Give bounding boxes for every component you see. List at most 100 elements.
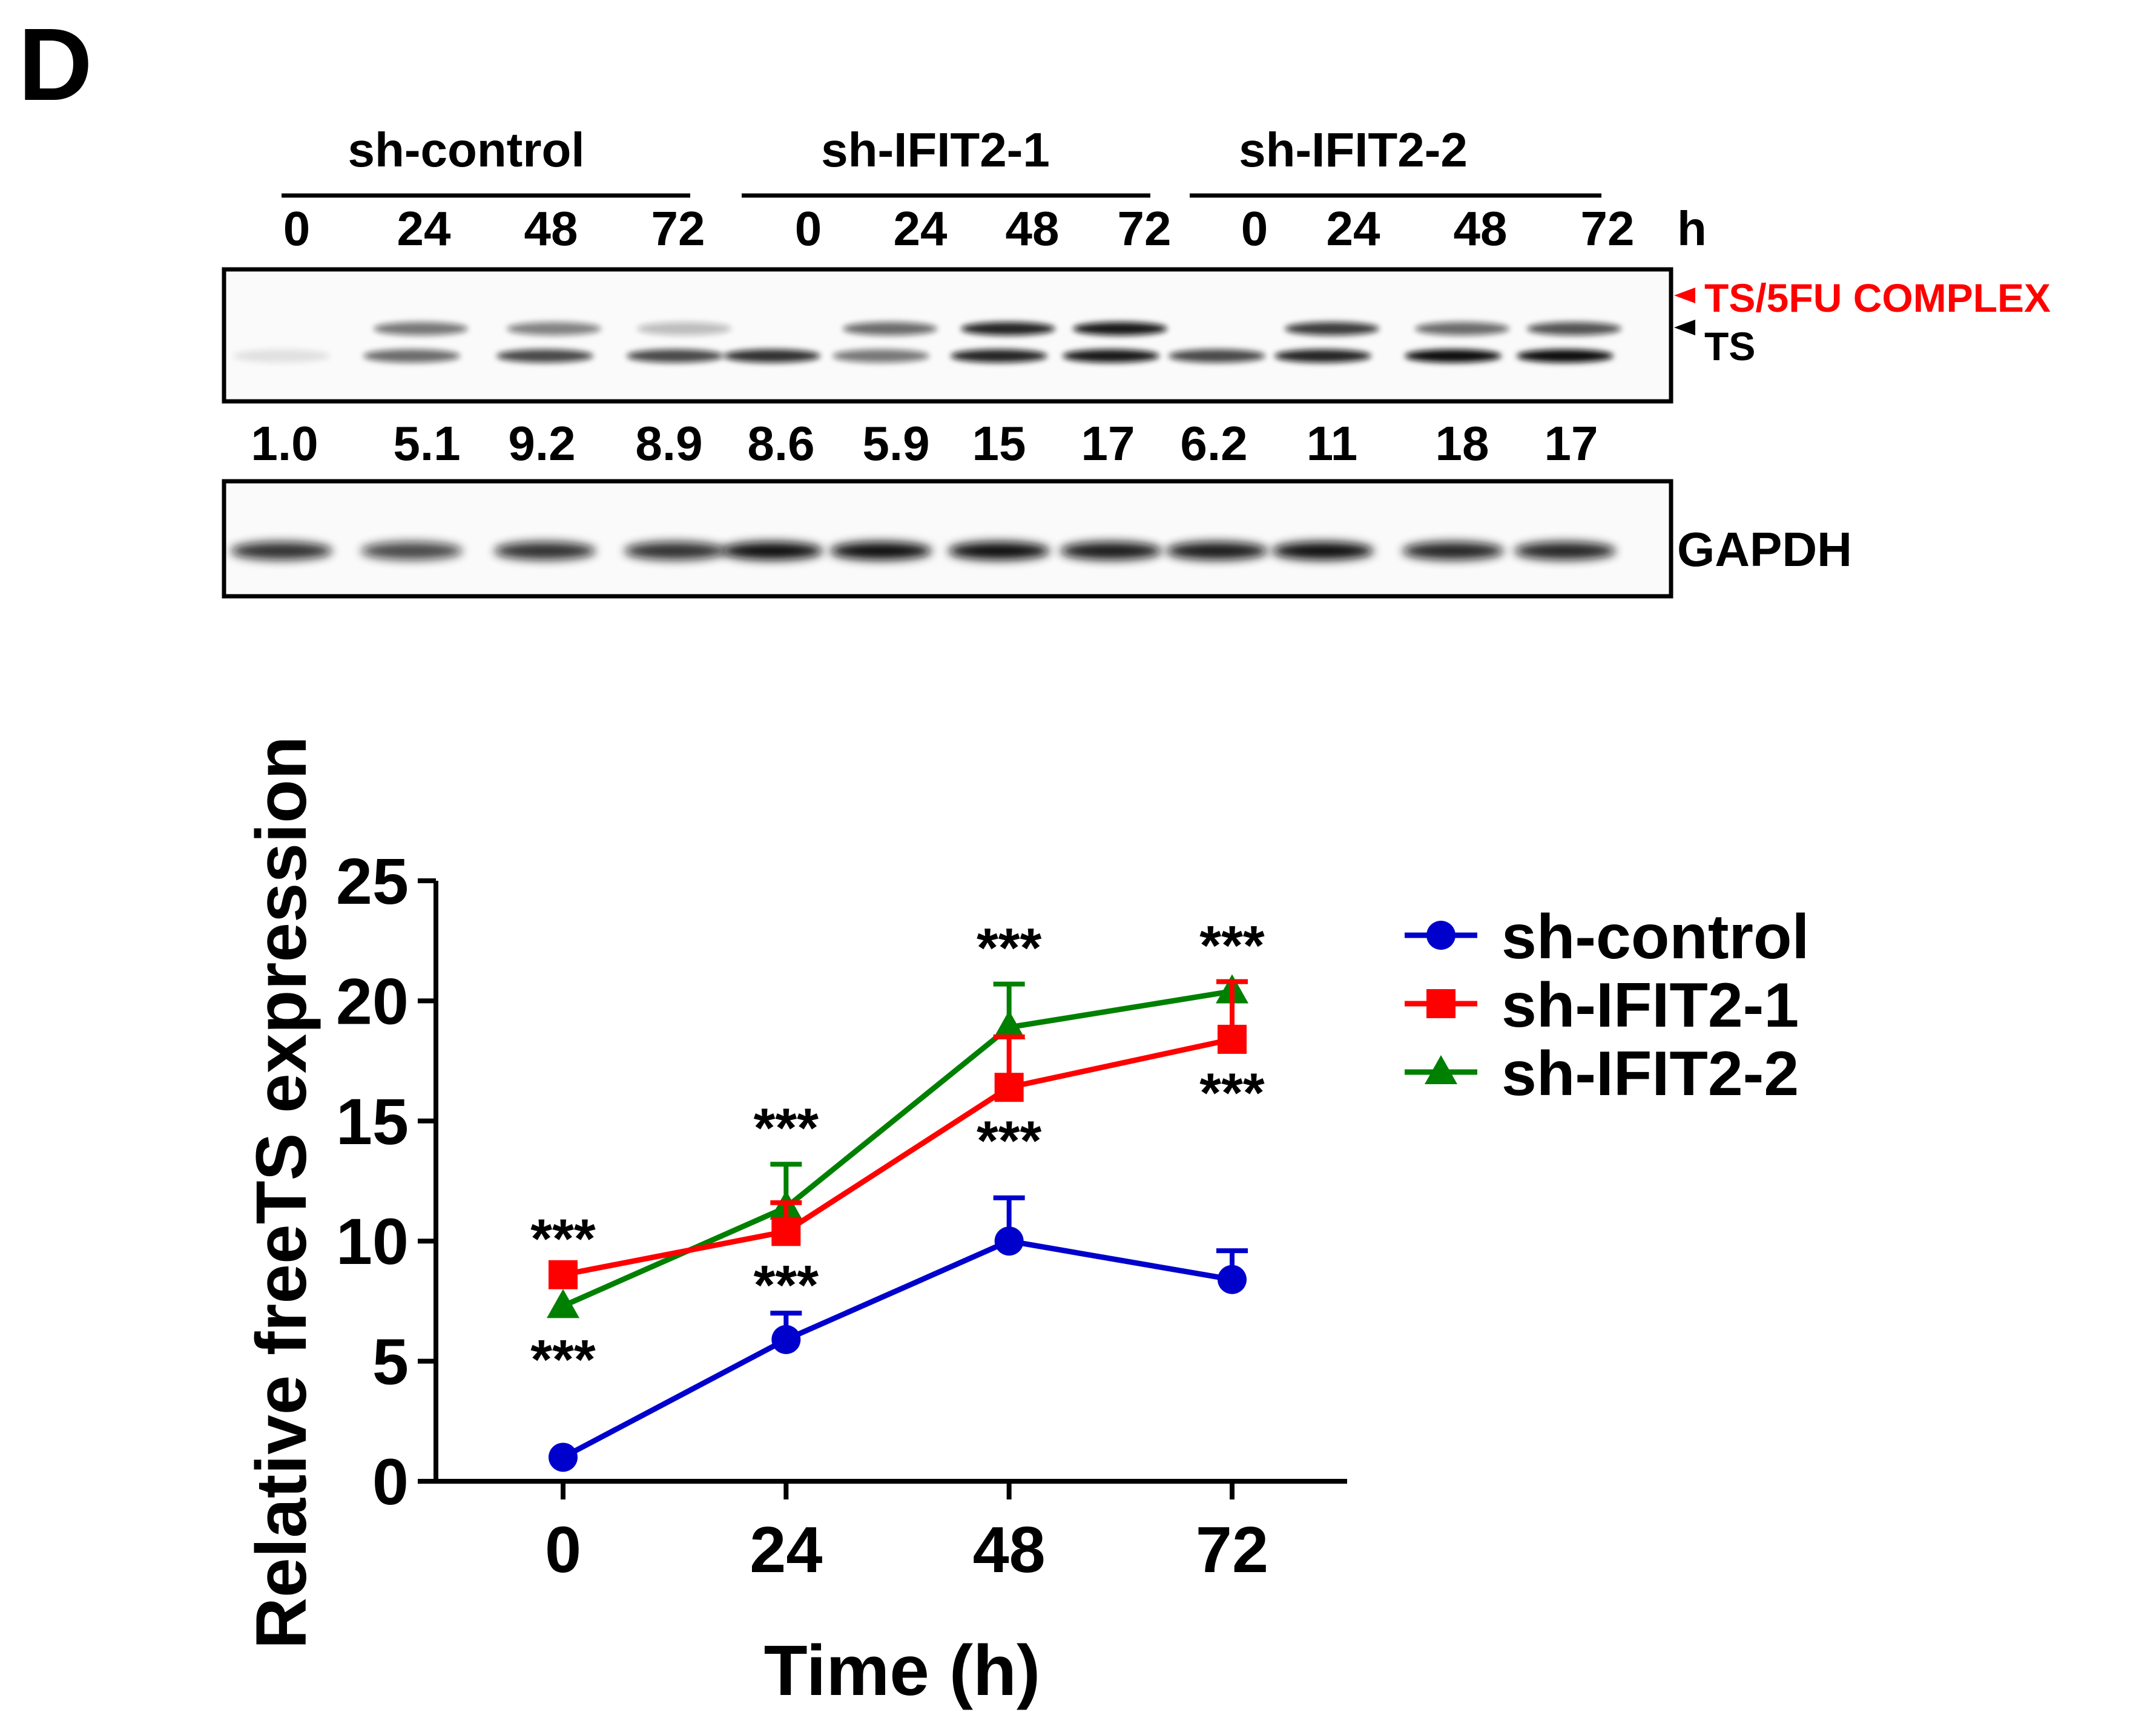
ts-complex-band — [1073, 322, 1167, 335]
gapdh-band — [1272, 542, 1374, 560]
data-point — [771, 1324, 801, 1354]
ts-free-band — [627, 349, 724, 363]
series-line — [562, 989, 1233, 1309]
ts-free-band — [1405, 349, 1502, 363]
quant-value: 5.1 — [393, 416, 460, 470]
data-point — [1218, 1265, 1247, 1294]
gapdh-band — [624, 542, 726, 560]
data-point — [994, 1226, 1024, 1256]
legend-item: sh-IFIT2-2 — [1405, 1039, 1799, 1109]
gapdh-band-label: GAPDH — [1677, 522, 1852, 576]
gapdh-band — [1514, 542, 1616, 560]
ts-complex-band — [637, 322, 731, 335]
group-label-sh-ifit2-2: sh-IFIT2-2 — [1239, 123, 1468, 177]
data-point — [994, 1073, 1024, 1102]
significance-marker: *** — [977, 1110, 1042, 1172]
x-tick-label: 0 — [545, 1513, 581, 1586]
ts-free-band — [496, 349, 593, 363]
data-point — [549, 1260, 578, 1289]
gapdh-band — [721, 542, 823, 560]
gapdh-band — [830, 542, 932, 560]
y-axis: 0 5 10 15 20 25 — [336, 844, 438, 1518]
ts-free-band — [233, 349, 330, 363]
ts-complex-band — [374, 322, 468, 335]
quant-value: 17 — [1081, 416, 1135, 470]
western-blot: sh-control sh-IFIT2-1 sh-IFIT2-2 0 24 48… — [222, 123, 2051, 599]
time-label: 0 — [283, 202, 311, 255]
ts-free-band — [1063, 349, 1159, 363]
x-axis-title: Time (h) — [764, 1631, 1041, 1711]
ts-complex-band — [1527, 322, 1621, 335]
legend-item: sh-IFIT2-1 — [1405, 970, 1799, 1041]
series-layer — [547, 974, 1248, 1472]
quant-value: 8.6 — [747, 416, 814, 470]
gapdh-band — [361, 542, 463, 560]
significance-marker: *** — [754, 1097, 819, 1159]
x-tick-label: 24 — [750, 1513, 822, 1586]
ts-complex-band — [1415, 322, 1509, 335]
legend-label: sh-IFIT2-2 — [1502, 1039, 1799, 1109]
time-label: 72 — [1118, 202, 1172, 255]
legend-label: sh-IFIT2-1 — [1502, 970, 1799, 1041]
ts-complex-band — [1285, 322, 1379, 335]
panel-label: D — [18, 7, 93, 122]
ts-complex-band — [843, 322, 937, 335]
quant-value: 5.9 — [862, 416, 929, 470]
time-label: 48 — [524, 202, 578, 255]
y-tick-label: 25 — [336, 844, 409, 918]
gapdh-band — [1402, 542, 1504, 560]
significance-marker: *** — [754, 1254, 819, 1316]
gapdh-band — [1060, 542, 1162, 560]
significance-marker: *** — [1199, 1062, 1265, 1124]
data-point — [771, 1217, 801, 1246]
data-point — [1218, 1024, 1247, 1054]
ts-arrow-icon — [1674, 320, 1695, 335]
y-tick-label: 20 — [336, 964, 409, 1038]
x-tick-label: 48 — [973, 1513, 1046, 1586]
x-tick-label: 72 — [1196, 1513, 1268, 1586]
legend-label: sh-control — [1502, 902, 1809, 972]
ts-bands — [233, 322, 1621, 363]
y-axis-title: Relative freeTS expression — [242, 736, 321, 1649]
ts-band-label: TS — [1704, 324, 1755, 369]
data-point — [992, 1010, 1026, 1040]
significance-marker: *** — [1199, 915, 1265, 977]
ts-free-band — [724, 349, 820, 363]
legend-marker — [1426, 921, 1455, 950]
data-point — [547, 1289, 579, 1318]
complex-band-label: TS/5FU COMPLEX — [1704, 275, 2051, 320]
significance-marker: *** — [530, 1329, 596, 1390]
data-point — [549, 1443, 578, 1472]
gapdh-band — [948, 542, 1050, 560]
quant-value: 17 — [1544, 416, 1598, 470]
y-tick-label: 5 — [372, 1325, 409, 1398]
time-label: 0 — [795, 202, 822, 255]
series-sh-control — [549, 1195, 1248, 1472]
time-label: 24 — [894, 202, 948, 255]
y-tick-label: 0 — [372, 1445, 409, 1518]
time-label: 48 — [1006, 202, 1060, 255]
y-tick-label: 10 — [336, 1205, 409, 1278]
quant-value: 15 — [972, 416, 1026, 470]
time-label: 48 — [1454, 202, 1508, 255]
ts-complex-band — [961, 322, 1055, 335]
gapdh-band — [231, 542, 332, 560]
x-axis: 0 24 48 72 — [434, 1479, 1347, 1586]
series-sh-IFIT2-1 — [549, 979, 1248, 1289]
time-label: 72 — [651, 202, 705, 255]
significance-annotations: *** *** *** *** *** *** *** *** — [530, 915, 1265, 1391]
quant-value: 8.9 — [635, 416, 702, 470]
time-unit-label: h — [1677, 202, 1707, 255]
gapdh-bands — [231, 542, 1616, 560]
ts-free-band — [1517, 349, 1614, 363]
time-label: 72 — [1581, 202, 1635, 255]
time-label: 0 — [1241, 202, 1268, 255]
legend-marker — [1426, 989, 1455, 1018]
gapdh-blot-frame — [222, 479, 1673, 599]
time-label: 24 — [1327, 202, 1380, 255]
ts-free-band — [1274, 349, 1371, 363]
series-line — [561, 1238, 1233, 1460]
ts-free-band — [832, 349, 929, 363]
